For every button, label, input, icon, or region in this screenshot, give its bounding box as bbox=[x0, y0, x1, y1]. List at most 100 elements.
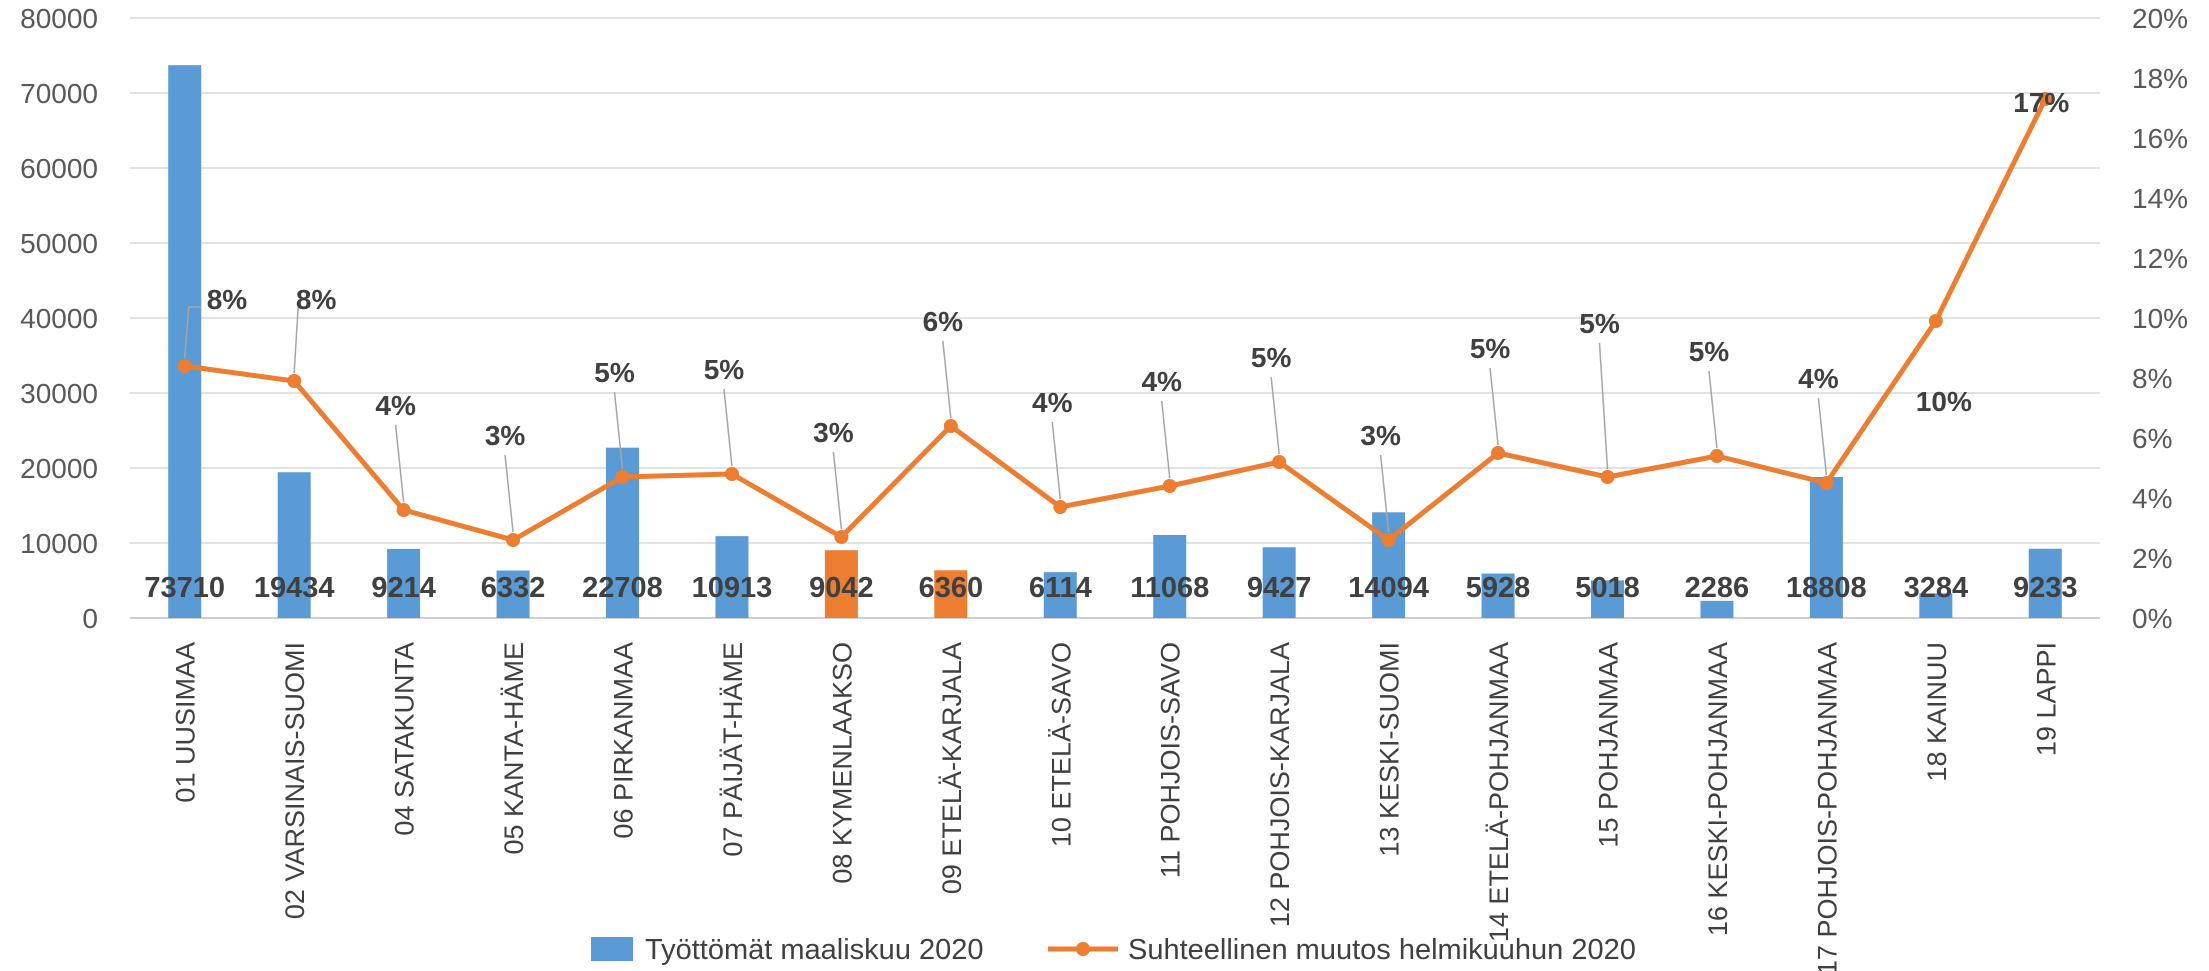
bar bbox=[2028, 548, 2062, 618]
category-label: 15 POHJANMAA bbox=[1594, 642, 1624, 848]
category-label: 10 ETELÄ-SAVO bbox=[1046, 642, 1076, 847]
line-data-label: 10% bbox=[1916, 386, 1972, 417]
category-label: 07 PÄIJÄT-HÄME bbox=[718, 642, 748, 857]
bar bbox=[934, 570, 968, 618]
leader-line bbox=[1379, 454, 1390, 533]
y-right-tick-label: 2% bbox=[2132, 543, 2172, 574]
category-label: 12 POHJOIS-KARJALA bbox=[1265, 642, 1295, 927]
bar-data-label: 10913 bbox=[692, 572, 773, 604]
line-data-label: 5% bbox=[1251, 342, 1292, 373]
category-label: 13 KESKI-SUOMI bbox=[1375, 642, 1405, 857]
line-data-label: 5% bbox=[594, 357, 635, 388]
line-point bbox=[1819, 476, 1834, 490]
leader-line bbox=[723, 388, 733, 467]
bar bbox=[496, 570, 530, 618]
line-point bbox=[724, 467, 739, 481]
y-left-tick-label: 0 bbox=[82, 603, 98, 634]
leader-line bbox=[1160, 400, 1171, 479]
y-left-tick-label: 30000 bbox=[20, 378, 98, 409]
bar bbox=[1481, 573, 1515, 618]
x-axis-categories: 01 UUSIMAA 02 VARSINAIS-SUOMI 04 SATAKUNTA… bbox=[171, 642, 2062, 971]
line-data-label: 5% bbox=[1689, 336, 1730, 367]
line-data-label: 8% bbox=[296, 284, 337, 315]
line-data-label: 4% bbox=[1032, 387, 1073, 418]
category-label: 05 KANTA-HÄME bbox=[499, 642, 529, 855]
category-label: 08 KYMENLAAKSO bbox=[827, 642, 857, 884]
line-data-label: 8% bbox=[207, 284, 248, 315]
y-right-tick-label: 16% bbox=[2132, 123, 2188, 154]
category-label: 18 KAINUU bbox=[1922, 642, 1952, 782]
y-right-tick-label: 0% bbox=[2132, 603, 2172, 634]
y-right-tick-label: 10% bbox=[2132, 303, 2188, 334]
leader-line bbox=[1051, 421, 1062, 500]
line-data-label: 6% bbox=[923, 306, 964, 337]
y-left-tick-label: 10000 bbox=[20, 528, 98, 559]
line-point bbox=[287, 374, 302, 388]
bar-data-label: 9214 bbox=[371, 572, 436, 604]
bar bbox=[387, 548, 421, 618]
category-label: 17 POHJOIS-POHJANMAA bbox=[1812, 642, 1842, 971]
y-right-tick-label: 14% bbox=[2132, 183, 2188, 214]
bar bbox=[1919, 593, 1953, 618]
line-point bbox=[1928, 314, 1943, 328]
gridlines bbox=[130, 17, 2100, 619]
bar-data-label: 19434 bbox=[254, 572, 335, 604]
category-label: 09 ETELÄ-KARJALA bbox=[937, 642, 967, 894]
line-data-labels: 8% 8% 4% 3% 5% 5% 3% 6% 4% 4% 5% 3% 5% 5% 5% 4% 10% 17% bbox=[207, 87, 2070, 451]
line-point bbox=[1709, 449, 1724, 463]
legend-swatch-bar bbox=[591, 937, 633, 961]
bar bbox=[1809, 476, 1843, 618]
bar bbox=[1591, 580, 1624, 618]
leader-line bbox=[1598, 342, 1609, 470]
line-point bbox=[834, 530, 849, 544]
line-point bbox=[615, 470, 630, 484]
line-data-label: 5% bbox=[1470, 333, 1511, 364]
leader-line bbox=[942, 340, 952, 419]
category-label: 02 VARSINAIS-SUOMI bbox=[280, 642, 310, 919]
bar-data-label: 18808 bbox=[1786, 572, 1867, 604]
legend: Työttömät maaliskuu 2020 Suhteellinen mu… bbox=[591, 934, 1636, 966]
category-label: 11 POHJOIS-SAVO bbox=[1156, 642, 1186, 878]
bar-series bbox=[168, 65, 2062, 619]
line-point bbox=[506, 533, 521, 547]
leader-lines bbox=[183, 306, 1828, 533]
line-point bbox=[943, 419, 958, 433]
bar-data-label: 73710 bbox=[144, 572, 225, 604]
leader-line bbox=[1708, 370, 1718, 449]
legend-label-line: Suhteellinen muutos helmikuuhun 2020 bbox=[1128, 934, 1636, 966]
bar-data-label: 22708 bbox=[582, 572, 663, 604]
line-data-label: 4% bbox=[375, 390, 416, 421]
bar-data-labels: 73710 19434 9214 6332 22708 10913 9042 6360 6114… bbox=[144, 572, 2077, 604]
line-data-label: 4% bbox=[1798, 363, 1839, 394]
y-axis-left: 0 10000 20000 30000 40000 50000 60000 70000 8000… bbox=[20, 3, 98, 634]
line-data-label: 5% bbox=[1579, 308, 1620, 339]
leader-line bbox=[613, 391, 624, 470]
line-path bbox=[184, 97, 2048, 543]
legend-swatch-marker bbox=[1076, 942, 1090, 956]
line-data-label: 5% bbox=[704, 354, 745, 385]
category-label: 04 SATAKUNTA bbox=[390, 642, 420, 836]
line-data-label: 3% bbox=[485, 420, 526, 451]
bar-data-label: 6360 bbox=[919, 572, 984, 604]
leader-line bbox=[183, 306, 201, 359]
bar-data-label: 5018 bbox=[1575, 572, 1640, 604]
bar-data-label: 9427 bbox=[1247, 572, 1312, 604]
line-point bbox=[1381, 533, 1396, 547]
bar bbox=[715, 536, 749, 618]
line-data-label: 4% bbox=[1141, 366, 1182, 397]
y-left-tick-label: 80000 bbox=[20, 3, 98, 34]
legend-label-bar: Työttömät maaliskuu 2020 bbox=[645, 934, 984, 966]
bar-data-label: 6332 bbox=[481, 572, 546, 604]
y-right-tick-label: 18% bbox=[2132, 63, 2188, 94]
bar bbox=[1043, 572, 1077, 618]
line-point bbox=[396, 503, 411, 517]
line-series bbox=[177, 92, 2053, 547]
bar-data-label: 11068 bbox=[1130, 572, 1209, 604]
bar-data-label: 9233 bbox=[2013, 572, 2078, 604]
bar bbox=[168, 65, 202, 619]
bar-data-label: 6114 bbox=[1029, 572, 1092, 604]
line-point bbox=[177, 359, 192, 373]
leader-line bbox=[1270, 376, 1280, 455]
bar bbox=[277, 472, 311, 618]
